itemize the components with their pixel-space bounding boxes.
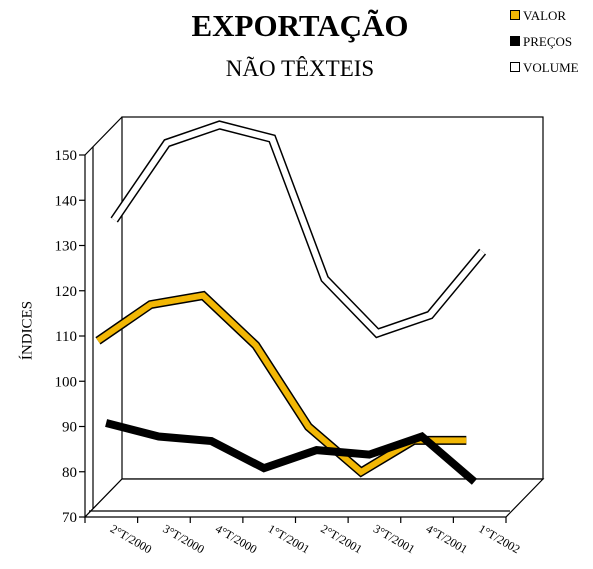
y-tick-label: 100 bbox=[55, 374, 78, 390]
side-wall-top-edge bbox=[84, 116, 123, 156]
x-tick-label: 1°T/2002 bbox=[476, 521, 522, 556]
plot-lines bbox=[95, 120, 487, 485]
y-axis: 70 80 90 100 110 120 130 140 150 bbox=[55, 148, 85, 526]
legend-label-precos: PREÇOS bbox=[523, 34, 573, 49]
y-tick-label: 70 bbox=[62, 510, 77, 526]
legend-swatch-volume bbox=[510, 62, 520, 72]
legend-label-volume: VOLUME bbox=[523, 60, 579, 75]
legend-swatch-valor bbox=[510, 10, 520, 20]
x-tick-label: 3°T/2000 bbox=[160, 521, 206, 556]
x-tick-label: 3°T/2001 bbox=[371, 521, 417, 556]
legend-swatch-precos bbox=[510, 36, 520, 46]
y-axis-label: ÍNDICES bbox=[19, 300, 36, 361]
series-preços bbox=[105, 419, 478, 485]
y-tick-label: 120 bbox=[55, 284, 78, 300]
chart-title: EXPORTAÇÃO bbox=[191, 8, 409, 43]
floor bbox=[83, 478, 545, 518]
x-tick-label: 4°T/2000 bbox=[213, 521, 259, 556]
chart-frame bbox=[83, 116, 545, 518]
x-tick-label: 1°T/2001 bbox=[266, 521, 312, 556]
x-tick-label: 2°T/2000 bbox=[108, 521, 154, 556]
x-tick-label: 4°T/2001 bbox=[424, 521, 470, 556]
x-axis: 2°T/2000 3°T/2000 4°T/2000 1°T/2001 2°T/2001… bbox=[84, 517, 523, 556]
y-tick-label: 140 bbox=[55, 193, 78, 209]
y-tick-label: 90 bbox=[62, 420, 77, 436]
y-tick-label: 150 bbox=[55, 148, 78, 164]
series-line-fill bbox=[111, 121, 485, 337]
y-tick-label: 130 bbox=[55, 239, 78, 255]
x-tick-label: 2°T/2001 bbox=[318, 521, 364, 556]
legend-label-valor: VALOR bbox=[523, 8, 567, 23]
chart-subtitle: NÃO TÊXTEIS bbox=[225, 56, 375, 81]
y-tick-label: 80 bbox=[62, 465, 77, 481]
series-line-outline bbox=[105, 419, 478, 485]
y-tick-label: 110 bbox=[55, 329, 77, 345]
series-volume bbox=[110, 120, 487, 339]
